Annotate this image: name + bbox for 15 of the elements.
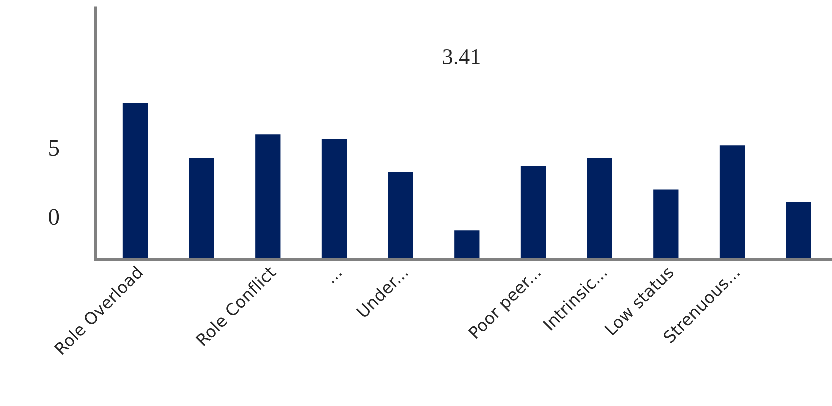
bar: [520, 164, 548, 260]
bar: [586, 156, 614, 260]
bar: [320, 138, 348, 260]
bar: [254, 133, 282, 260]
text: 3.41: [443, 50, 480, 65]
bar: [718, 144, 746, 260]
text: 5: [50, 140, 60, 156]
bar: [652, 188, 680, 260]
bar: [122, 102, 150, 260]
bar: [453, 229, 482, 260]
text: 0: [49, 209, 60, 226]
bar: [188, 156, 216, 260]
bar: [386, 171, 415, 260]
x-tick-label: ...: [332, 273, 342, 284]
bar: [784, 200, 813, 260]
